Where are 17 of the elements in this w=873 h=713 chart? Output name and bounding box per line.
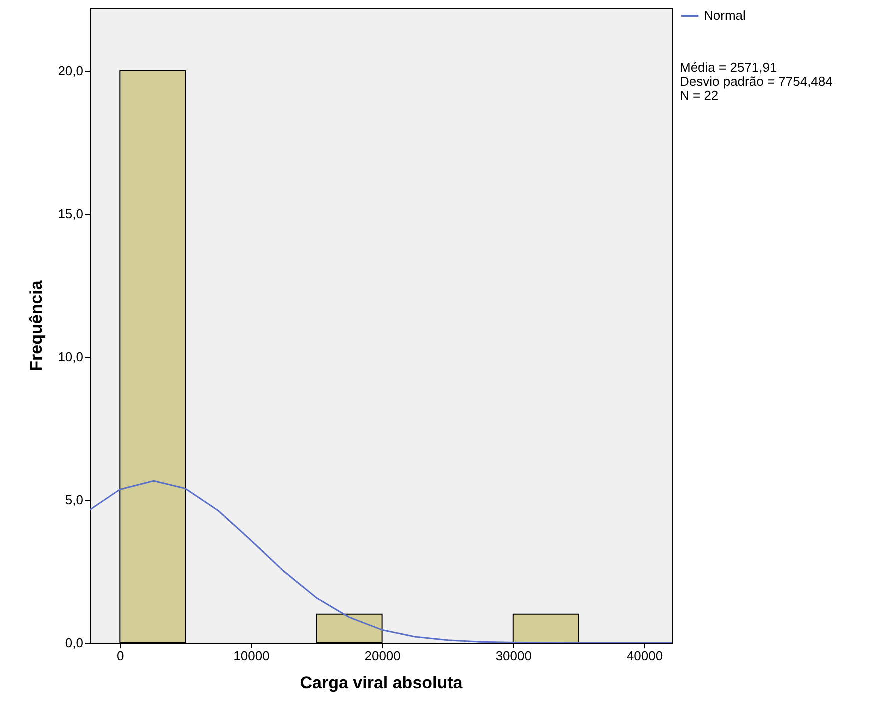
x-tick-label: 40000 <box>626 648 664 664</box>
text: Desvio padrão = 7754,484 <box>680 74 833 89</box>
y-tick-label: 10,0 <box>58 349 84 364</box>
x-tick-label: 0 <box>117 648 124 664</box>
x-tick-label: 20000 <box>364 648 401 664</box>
y-tick-label: 5,0 <box>65 492 84 508</box>
text: Média = 2571,91 <box>680 60 778 75</box>
y-tick-label: 20,0 <box>58 63 84 78</box>
x-tick-label: 30000 <box>496 648 532 664</box>
y-tick-label: 0,0 <box>65 636 84 650</box>
y-tick-label: 15,0 <box>58 206 84 222</box>
legend-label: Normal <box>704 8 746 23</box>
line-series <box>90 480 672 643</box>
y-axis-title: Frequência <box>27 280 46 372</box>
x-axis-title: Carga viral absoluta <box>300 674 464 692</box>
text: N = 22 <box>680 88 719 103</box>
x-tick-label: 10000 <box>234 648 270 664</box>
